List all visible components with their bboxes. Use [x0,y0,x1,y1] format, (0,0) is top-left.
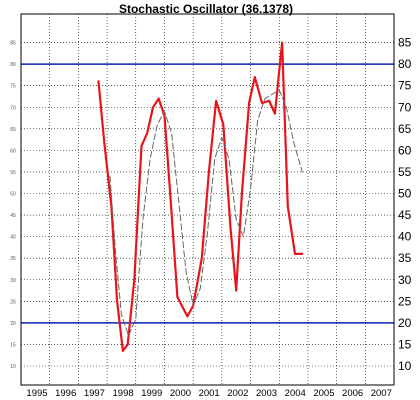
chart-title: Stochastic Oscillator (36.1378) [119,2,293,16]
x-tick-label: 2004 [285,388,306,399]
y-tick-label: 70 [398,100,412,114]
y-tick-label-left: 65 [10,127,16,133]
x-tick-label: 2002 [227,388,248,399]
y-tick-label: 25 [398,294,412,308]
x-tick-label: 2006 [342,388,363,399]
y-tick-label: 80 [398,57,412,71]
y-tick-label: 15 [398,337,412,351]
y-tick-label-left: 25 [10,299,16,305]
y-tick-label: 40 [398,230,412,244]
x-tick-label: 1995 [26,388,47,399]
signal-line [109,89,303,337]
y-tick-label: 45 [398,208,412,222]
y-tick-label: 85 [398,36,412,50]
x-tick-labels: 1995 1996 1997 1998 1999 2000 2001 2002 2003 2004… [26,388,391,399]
y-tick-label: 30 [398,273,412,287]
y-tick-label: 60 [398,143,412,157]
y-tick-label-left: 85 [10,41,16,47]
x-tick-label: 2007 [371,388,392,399]
y-tick-label: 50 [398,187,412,201]
y-tick-label: 10 [398,359,412,373]
series-lines [97,41,304,352]
x-tick-label: 2003 [256,388,277,399]
reference-lines [21,63,394,324]
x-tick-label: 1998 [113,388,134,399]
y-tick-label-left: 20 [10,321,16,327]
x-tick-label: 2001 [199,388,220,399]
plot-frame [20,13,395,386]
y-tick-label-left: 15 [10,342,16,348]
y-tick-label-left: 30 [10,278,16,284]
y-tick-label: 75 [398,79,412,93]
y-tick-label: 55 [398,165,412,179]
y-tick-label: 35 [398,251,412,265]
y-tick-label-left: 50 [10,192,16,198]
y-tick-label-left: 55 [10,170,16,176]
x-tick-label: 2005 [313,388,334,399]
y-tick-labels-right: 10 15 20 25 30 35 40 45 50 55 60 65 70 75 80 85 [398,36,412,373]
x-tick-label: 1999 [141,388,162,399]
x-tick-label: 1997 [84,388,105,399]
y-tick-label-left: 35 [10,256,16,262]
y-tick-label-left: 10 [10,364,16,370]
y-tick-label-left: 80 [10,62,16,68]
y-tick-label-left: 60 [10,148,16,154]
y-tick-label-left: 75 [10,84,16,90]
y-tick-label: 20 [398,316,412,330]
y-tick-label-left: 70 [10,105,16,111]
x-tick-label: 1996 [55,388,76,399]
y-tick-labels-left: 10 15 20 25 30 35 40 45 50 55 60 65 70 75 80 85 [10,41,16,370]
x-tick-label: 2000 [170,388,191,399]
oscillator-line [97,41,304,352]
y-tick-label-left: 45 [10,213,16,219]
y-tick-label-left: 40 [10,235,16,241]
y-tick-label: 65 [398,122,412,136]
